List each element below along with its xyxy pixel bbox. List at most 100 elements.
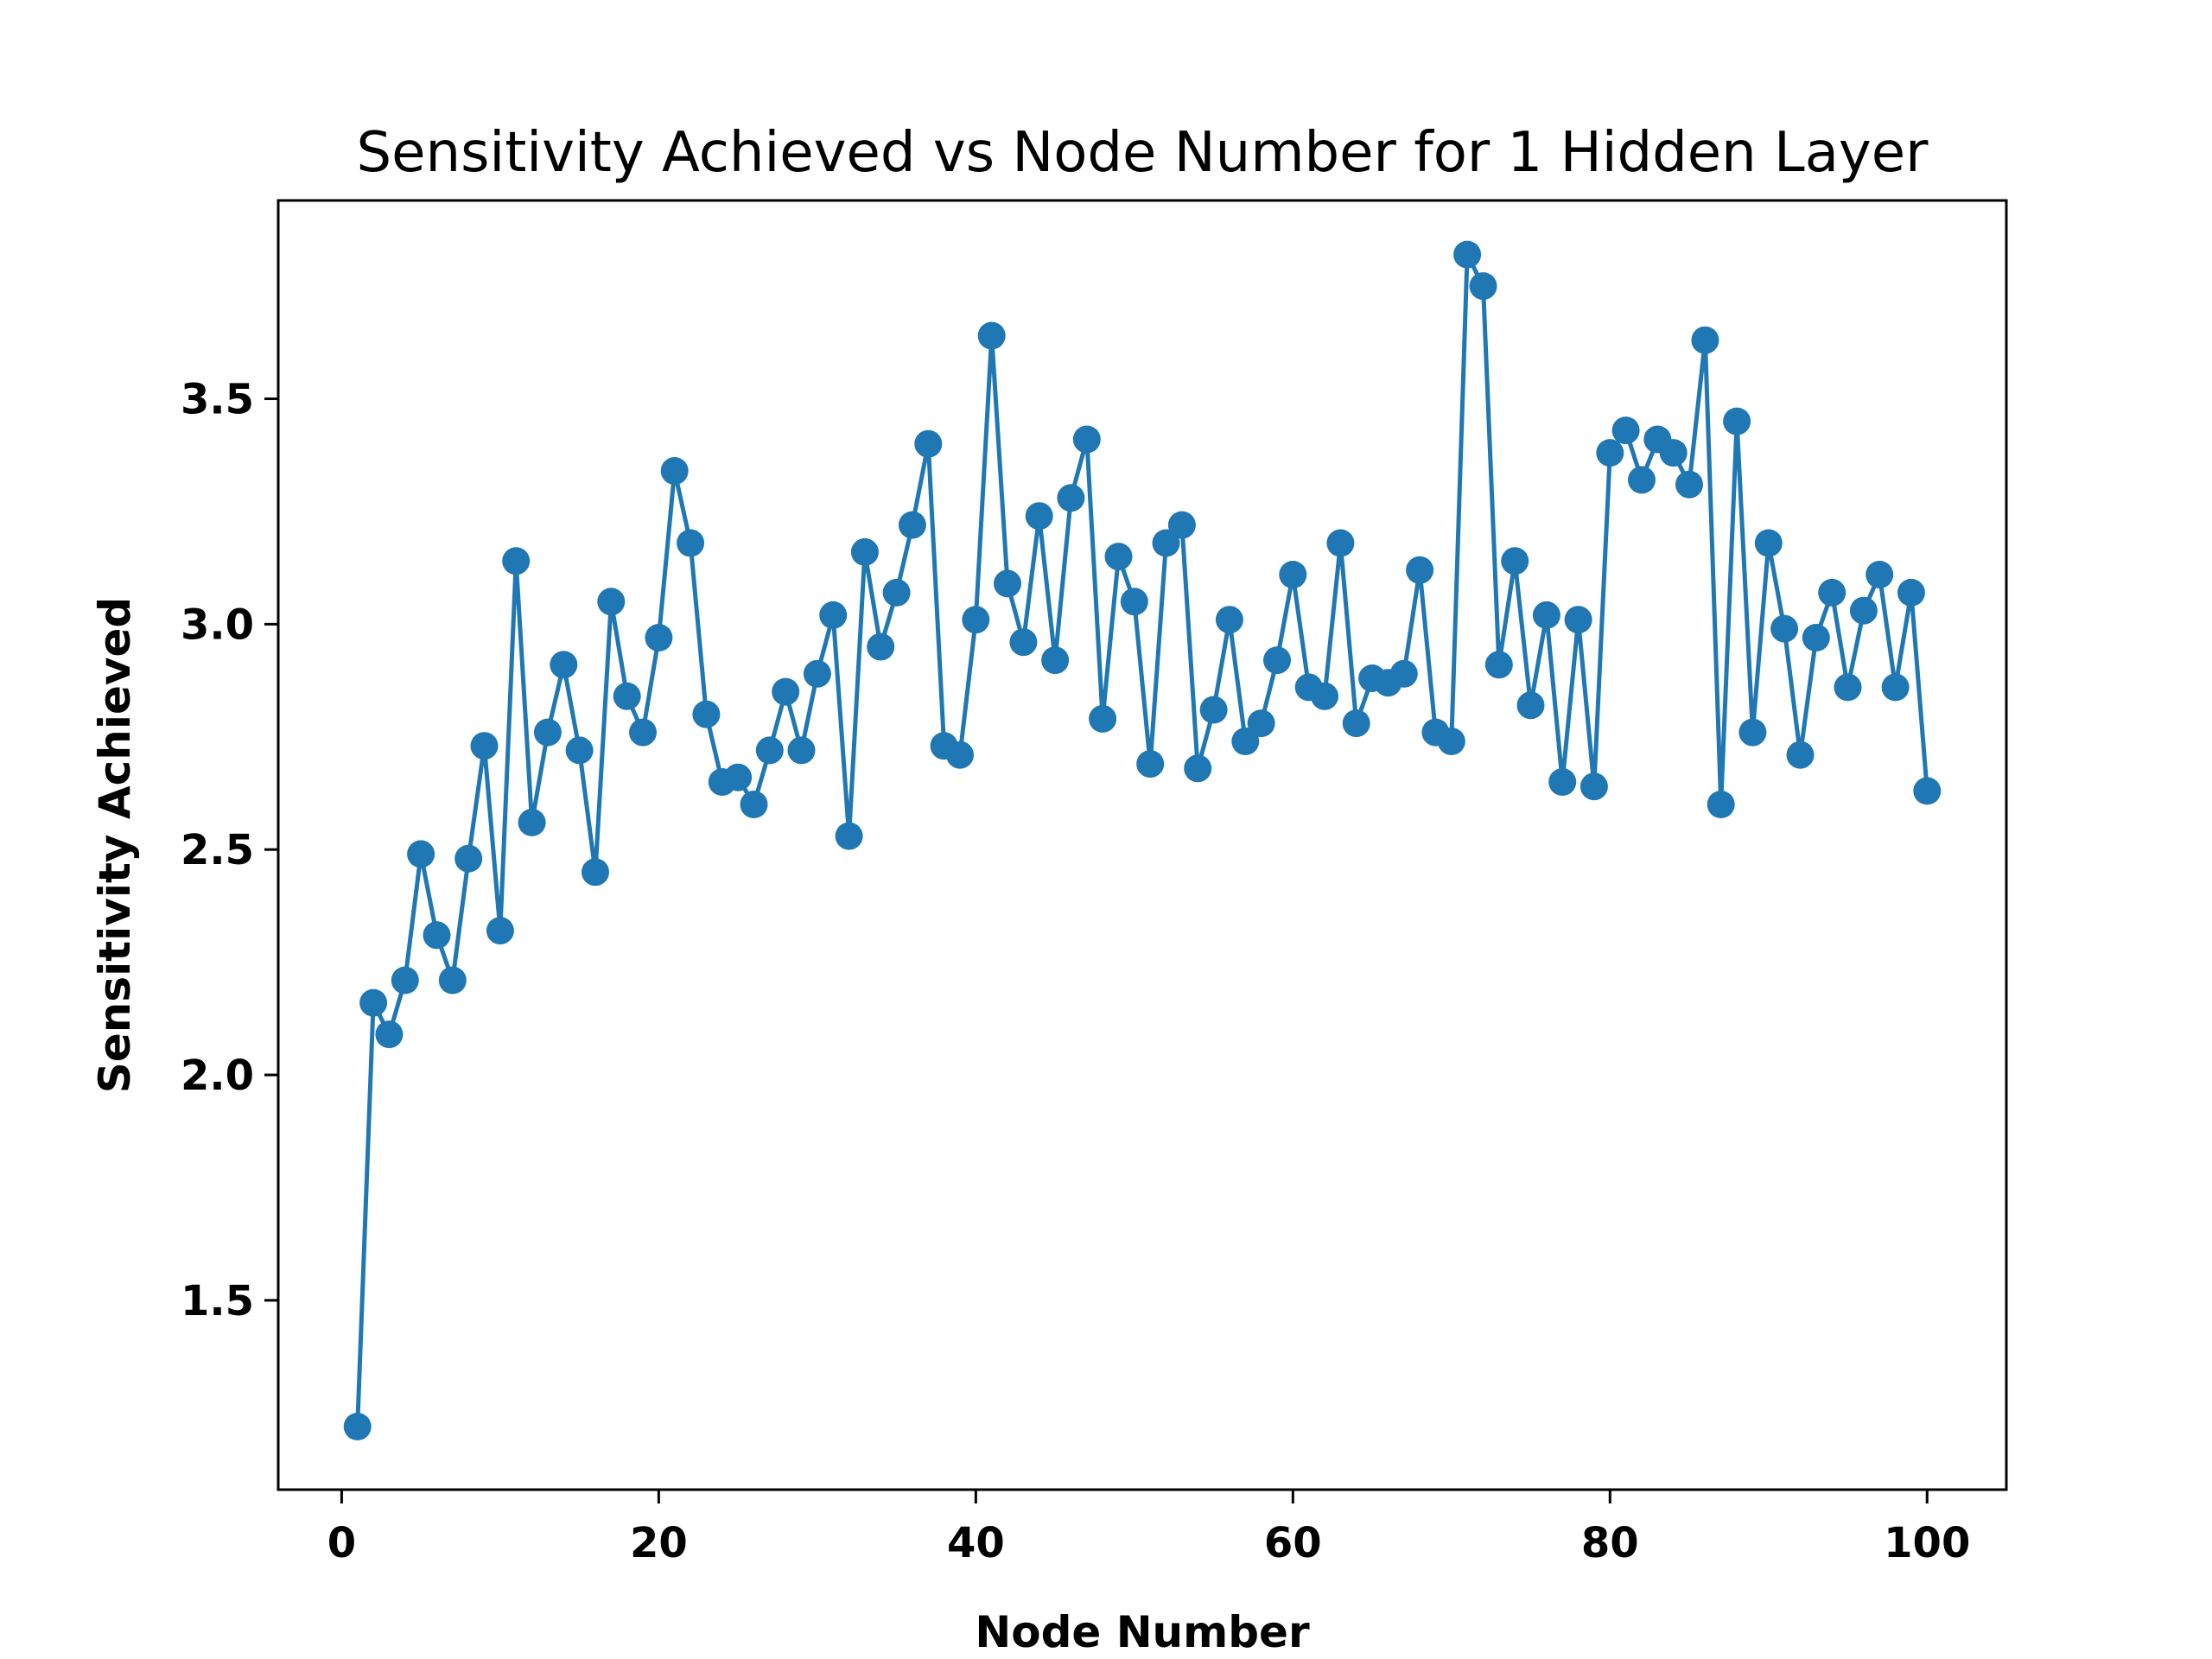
data-point	[1437, 728, 1465, 755]
data-point	[1532, 601, 1560, 629]
data-point	[1802, 624, 1830, 652]
data-point	[1548, 768, 1577, 796]
data-point	[454, 844, 483, 873]
data-point	[835, 822, 863, 850]
data-point	[1501, 547, 1529, 575]
data-point	[1580, 772, 1608, 801]
data-point	[1136, 750, 1165, 779]
data-point	[1263, 646, 1291, 675]
data-point	[1389, 659, 1418, 688]
data-point	[787, 736, 816, 765]
data-point	[724, 763, 753, 791]
y-tick-label: 2.0	[181, 1052, 254, 1100]
data-point	[470, 732, 499, 760]
x-axis: 0 20 40 60 80 100	[327, 1490, 1970, 1567]
data-point	[1326, 529, 1355, 557]
chart-title: Sensitivity Achieved vs Node Number for …	[357, 121, 1929, 185]
data-point	[850, 537, 879, 566]
data-point	[946, 741, 974, 769]
data-point	[1469, 272, 1497, 301]
data-point	[1564, 606, 1592, 634]
data-point	[1849, 596, 1878, 625]
data-point	[565, 736, 594, 765]
data-point	[898, 511, 926, 539]
data-point	[1818, 578, 1847, 607]
y-tick-label: 2.5	[181, 826, 254, 874]
data-point	[533, 718, 562, 747]
x-tick-label: 40	[947, 1519, 1005, 1567]
data-point	[518, 808, 546, 836]
data-point	[1215, 606, 1243, 634]
data-point	[867, 632, 895, 661]
data-point	[914, 429, 943, 458]
x-tick-label: 100	[1884, 1519, 1970, 1567]
data-point	[1913, 777, 1942, 805]
data-point	[423, 921, 451, 950]
data-point	[1866, 561, 1894, 588]
data-point	[1104, 543, 1133, 571]
x-tick-label: 60	[1264, 1519, 1322, 1567]
data-point	[819, 601, 848, 629]
data-point	[1897, 578, 1925, 607]
data-point	[1342, 709, 1370, 738]
data-point	[1152, 529, 1180, 557]
data-point	[1231, 728, 1260, 755]
data-point	[1881, 673, 1910, 702]
data-point	[692, 700, 721, 728]
data-point	[1786, 741, 1815, 769]
data-point	[343, 1413, 372, 1440]
data-point	[438, 966, 467, 995]
x-tick-label: 0	[327, 1519, 356, 1567]
data-point	[629, 718, 657, 747]
data-point	[740, 791, 768, 818]
data-point	[1516, 691, 1545, 720]
data-point	[1025, 502, 1053, 531]
data-point	[1199, 696, 1228, 724]
data-point	[550, 651, 578, 679]
x-axis-label: Node Number	[975, 1607, 1310, 1657]
plot-area	[343, 240, 1942, 1440]
data-point	[1484, 651, 1513, 679]
data-point	[407, 840, 435, 868]
data-point	[645, 624, 673, 652]
data-point	[1009, 628, 1038, 657]
data-point	[1675, 470, 1703, 499]
data-point	[660, 457, 689, 485]
plot-frame	[276, 199, 2008, 1491]
data-point	[1089, 704, 1117, 733]
data-point	[1041, 646, 1070, 675]
data-point	[613, 682, 641, 710]
data-point	[597, 588, 626, 616]
data-point	[1279, 561, 1307, 588]
data-point	[772, 677, 800, 706]
data-point	[1628, 466, 1656, 494]
data-point	[1057, 484, 1085, 512]
data-point	[486, 917, 514, 945]
data-point	[1723, 407, 1751, 435]
y-axis: 1.5 2.0 2.5 3.0 3.5	[181, 376, 278, 1325]
data-point	[994, 569, 1021, 598]
data-point	[582, 858, 609, 887]
data-point	[1406, 556, 1434, 584]
y-tick-label: 3.0	[181, 601, 254, 649]
data-point	[1247, 709, 1275, 738]
data-point	[375, 1020, 404, 1049]
data-point	[1596, 439, 1624, 467]
data-point	[1611, 416, 1640, 445]
data-point	[1738, 718, 1767, 747]
data-point	[391, 966, 419, 995]
data-point	[502, 547, 531, 575]
data-point	[1311, 682, 1338, 710]
x-tick-label: 20	[630, 1519, 688, 1567]
y-axis-label: Sensitivity Achieved	[90, 597, 140, 1093]
data-point	[1072, 425, 1101, 454]
data-point	[1659, 439, 1688, 467]
data-point	[977, 321, 1006, 350]
y-tick-label: 1.5	[181, 1277, 254, 1325]
data-point	[1707, 791, 1735, 818]
data-point	[755, 736, 784, 765]
y-tick-label: 3.5	[181, 376, 254, 424]
data-point	[1120, 588, 1148, 616]
